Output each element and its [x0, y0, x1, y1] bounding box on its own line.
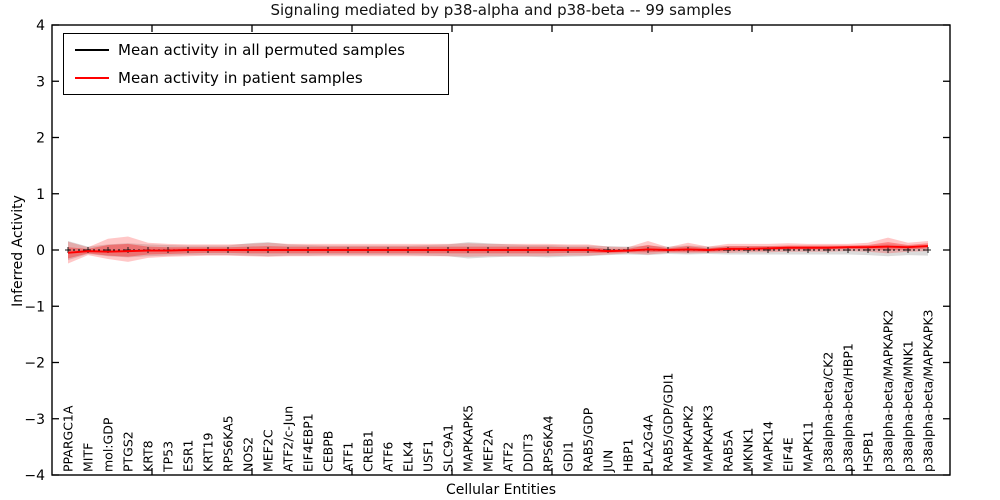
x-tick-label: HBP1: [621, 439, 636, 472]
y-tick-label: −1: [24, 299, 45, 315]
legend-item-permuted: Mean activity in all permuted samples: [64, 37, 448, 63]
x-tick-label: ELK4: [401, 441, 416, 472]
patient-line-swatch: [75, 77, 109, 79]
y-tick-label: −2: [24, 356, 45, 372]
x-tick-label: MAPKAPK3: [701, 405, 716, 472]
x-tick-label: p38alpha-beta/HBP1: [841, 343, 856, 472]
x-tick-label: ATF2/c-Jun: [281, 406, 296, 472]
x-axis-title: Cellular Entities: [445, 482, 557, 498]
x-tick-label: MEF2A: [481, 429, 496, 472]
x-tick-label: MAPK11: [801, 421, 816, 472]
legend-label-permuted: Mean activity in all permuted samples: [118, 41, 405, 59]
x-tick-label: ATF6: [381, 442, 396, 472]
y-tick-label: −4: [24, 468, 45, 484]
x-tick-label: ATF2: [501, 442, 516, 472]
x-tick-label: HSPB1: [861, 431, 876, 472]
permuted-marker: [925, 247, 931, 253]
y-tick-label: 4: [36, 18, 45, 34]
permuted-line-swatch: [75, 49, 109, 51]
y-tick-label: 3: [36, 74, 45, 90]
chart-title: Signaling mediated by p38-alpha and p38-…: [270, 1, 732, 19]
x-tick-label: MEF2C: [261, 429, 276, 472]
x-tick-label: PPARGC1A: [61, 405, 76, 472]
x-tick-label: RPS6KA4: [541, 415, 556, 472]
x-tick-label: MITF: [81, 443, 96, 472]
x-tick-label: MAPKAPK5: [461, 405, 476, 472]
x-tick-label: p38alpha-beta/MNK1: [901, 340, 916, 472]
x-tick-label: RAB5A: [721, 430, 736, 472]
legend: Mean activity in all permuted samples Me…: [63, 33, 449, 95]
x-tick-label: DDIT3: [521, 433, 536, 472]
x-tick-label: MAPKAPK2: [681, 405, 696, 472]
y-tick-label: −3: [24, 412, 45, 428]
y-tick-label: 2: [36, 131, 45, 147]
x-tick-label: PTGS2: [121, 431, 136, 472]
x-tick-label: RAB5/GDP/GDI1: [661, 373, 676, 472]
legend-label-patient: Mean activity in patient samples: [118, 69, 363, 87]
patient-mean-line: [67, 245, 929, 254]
x-tick-label: PLA2G4A: [641, 414, 656, 472]
x-tick-label: USF1: [421, 440, 436, 472]
x-tick-label: ESR1: [181, 440, 196, 472]
x-tick-label: GDI1: [561, 441, 576, 472]
x-tick-label: EIF4EBP1: [301, 413, 316, 472]
x-tick-label: MKNK1: [741, 428, 756, 472]
x-tick-label: TP53: [161, 441, 176, 473]
x-tick-label: p38alpha-beta/CK2: [821, 352, 836, 472]
x-tick-label: p38alpha-beta/MAPKAPK3: [921, 310, 936, 473]
x-tick-label: mol:GDP: [101, 417, 116, 472]
x-tick-label: KRT8: [141, 440, 156, 472]
x-tick-label: CREB1: [361, 430, 376, 472]
x-tick-label: RAB5/GDP: [581, 407, 596, 472]
x-tick-label: NOS2: [241, 437, 256, 472]
y-tick-label: 1: [36, 187, 45, 203]
x-tick-label: CEBPB: [321, 431, 336, 472]
x-tick-label: ATF1: [341, 442, 356, 472]
x-tick-label: EIF4E: [781, 437, 796, 472]
x-tick-label: p38alpha-beta/MAPKAPK2: [881, 310, 896, 473]
x-tick-label: RPS6KA5: [221, 415, 236, 472]
x-tick-label: JUN: [601, 450, 616, 473]
legend-item-patient: Mean activity in patient samples: [64, 65, 448, 91]
y-tick-label: 0: [36, 243, 45, 259]
x-tick-label: SLC9A1: [441, 424, 456, 472]
permuted-marker: [885, 247, 891, 253]
x-tick-label: KRT19: [201, 432, 216, 472]
x-tick-label: MAPK14: [761, 421, 776, 472]
